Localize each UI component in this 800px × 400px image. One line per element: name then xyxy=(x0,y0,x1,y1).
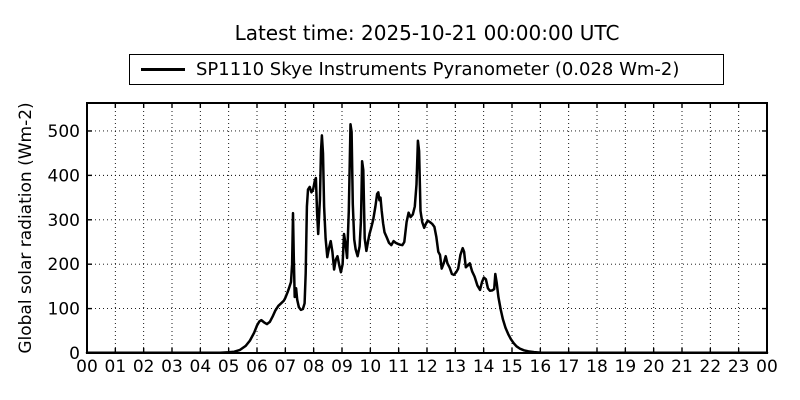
x-tick-label: 07 xyxy=(275,357,297,377)
chart-title: Latest time: 2025-10-21 00:00:00 UTC xyxy=(234,21,620,45)
x-tick-label: 22 xyxy=(700,357,722,377)
legend: SP1110 Skye Instruments Pyranometer (0.0… xyxy=(129,54,724,85)
y-tick-label: 200 xyxy=(48,255,80,275)
x-tick-label: 12 xyxy=(416,357,438,377)
x-tick-label: 21 xyxy=(671,357,693,377)
x-tick-label: 03 xyxy=(161,357,183,377)
x-tick-label: 09 xyxy=(331,357,353,377)
x-tick-label: 19 xyxy=(615,357,637,377)
x-tick-label: 13 xyxy=(445,357,467,377)
x-tick-label: 08 xyxy=(303,357,325,377)
y-tick-label: 400 xyxy=(48,166,80,186)
x-tick-label: 00 xyxy=(76,357,98,377)
legend-label: SP1110 Skye Instruments Pyranometer (0.0… xyxy=(196,59,680,80)
x-tick-label: 01 xyxy=(105,357,127,377)
x-tick-label: 17 xyxy=(558,357,580,377)
y-axis-label: Global solar radiation (Wm-2) xyxy=(16,102,36,354)
x-tick-label: 10 xyxy=(360,357,382,377)
x-tick-label: 06 xyxy=(246,357,268,377)
plot-area-border xyxy=(86,102,768,354)
y-tick-label: 300 xyxy=(48,211,80,231)
x-tick-label: 15 xyxy=(501,357,523,377)
y-tick-label: 100 xyxy=(48,300,80,320)
x-tick-label: 05 xyxy=(218,357,240,377)
x-tick-label: 04 xyxy=(190,357,212,377)
x-tick-label: 20 xyxy=(643,357,665,377)
x-tick-label: 23 xyxy=(728,357,750,377)
x-tick-label: 16 xyxy=(530,357,552,377)
x-tick-label: 00 xyxy=(756,357,778,377)
y-tick-label: 500 xyxy=(48,122,80,142)
x-tick-label: 14 xyxy=(473,357,495,377)
legend-line-sample-icon xyxy=(141,68,185,71)
x-tick-label: 02 xyxy=(133,357,155,377)
y-tick-label: 0 xyxy=(69,344,80,364)
series-line xyxy=(85,123,769,355)
x-tick-label: 18 xyxy=(586,357,608,377)
x-tick-label: 11 xyxy=(388,357,410,377)
